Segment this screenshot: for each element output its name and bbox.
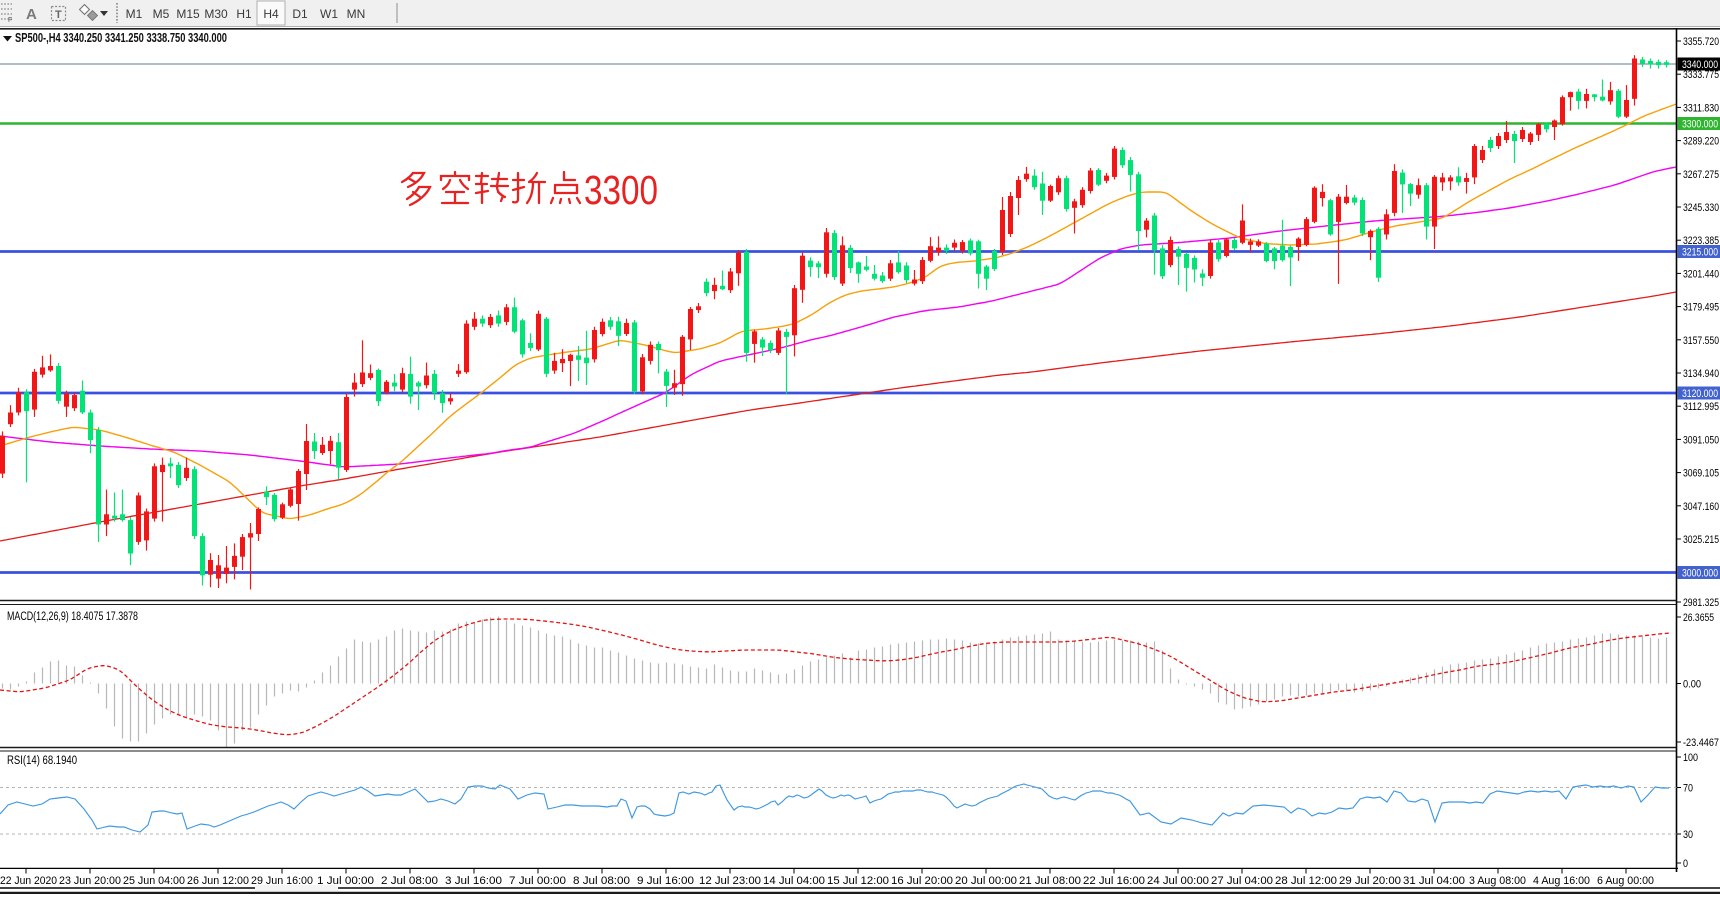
svg-text:3311.830: 3311.830 [1683,102,1719,114]
svg-text:3267.275: 3267.275 [1683,169,1719,181]
svg-text:3134.940: 3134.940 [1683,368,1719,380]
svg-text:26 Jun 12:00: 26 Jun 12:00 [187,875,249,887]
svg-text:3025.215: 3025.215 [1683,534,1719,546]
svg-text:3215.000: 3215.000 [1682,247,1718,259]
svg-text:3245.330: 3245.330 [1683,202,1719,214]
svg-text:3112.995: 3112.995 [1683,401,1719,413]
svg-text:3300.000: 3300.000 [1682,119,1718,131]
svg-text:8 Jul 08:00: 8 Jul 08:00 [573,875,630,887]
svg-text:W1: W1 [320,7,338,21]
svg-text:3120.000: 3120.000 [1682,388,1718,400]
svg-text:3355.720: 3355.720 [1683,36,1719,48]
svg-text:29 Jul 20:00: 29 Jul 20:00 [1339,875,1401,887]
svg-text:3 Aug 08:00: 3 Aug 08:00 [1469,875,1526,887]
svg-text:3300: 3300 [584,167,658,213]
svg-text:6 Aug 00:00: 6 Aug 00:00 [1597,875,1654,887]
svg-text:3047.160: 3047.160 [1683,501,1719,513]
svg-text:15 Jul 12:00: 15 Jul 12:00 [827,875,889,887]
svg-text:D1: D1 [292,7,308,21]
svg-text:H4: H4 [263,7,279,21]
svg-text:22 Jul 16:00: 22 Jul 16:00 [1083,875,1145,887]
svg-text:M30: M30 [204,7,228,21]
svg-text:28 Jul 12:00: 28 Jul 12:00 [1275,875,1337,887]
svg-text:7 Jul 00:00: 7 Jul 00:00 [509,875,566,887]
svg-text:F: F [8,17,12,24]
svg-text:2981.325: 2981.325 [1683,597,1719,609]
svg-text:24 Jul 00:00: 24 Jul 00:00 [1147,875,1209,887]
svg-text:22 Jun 2020: 22 Jun 2020 [0,875,57,887]
svg-text:3179.495: 3179.495 [1683,302,1719,314]
svg-text:3201.440: 3201.440 [1683,268,1719,280]
svg-text:3 Jul 16:00: 3 Jul 16:00 [445,875,502,887]
svg-text:14 Jul 04:00: 14 Jul 04:00 [763,875,825,887]
svg-text:T: T [55,9,62,21]
svg-text:0.00: 0.00 [1683,679,1701,691]
svg-text:21 Jul 08:00: 21 Jul 08:00 [1019,875,1081,887]
svg-text:70: 70 [1683,783,1693,795]
svg-text:26.3655: 26.3655 [1683,612,1714,624]
svg-text:RSI(14) 68.1940: RSI(14) 68.1940 [7,755,77,767]
svg-text:3069.105: 3069.105 [1683,468,1719,480]
svg-text:23 Jun 20:00: 23 Jun 20:00 [59,875,121,887]
svg-text:MN: MN [347,7,366,21]
svg-text:3289.220: 3289.220 [1683,136,1719,148]
svg-text:25 Jun 04:00: 25 Jun 04:00 [123,875,185,887]
svg-text:27 Jul 04:00: 27 Jul 04:00 [1211,875,1273,887]
svg-text:3091.050: 3091.050 [1683,434,1719,446]
svg-text:9 Jul 16:00: 9 Jul 16:00 [637,875,694,887]
svg-text:2 Jul 08:00: 2 Jul 08:00 [381,875,438,887]
svg-text:4 Aug 16:00: 4 Aug 16:00 [1533,875,1590,887]
svg-text:30: 30 [1683,829,1693,841]
svg-text:3333.775: 3333.775 [1683,69,1719,81]
svg-text:31 Jul 04:00: 31 Jul 04:00 [1403,875,1465,887]
svg-text:-23.4467: -23.4467 [1683,737,1719,749]
svg-text:20 Jul 00:00: 20 Jul 00:00 [955,875,1017,887]
svg-text:12 Jul 23:00: 12 Jul 23:00 [699,875,761,887]
svg-text:H1: H1 [236,7,252,21]
svg-text:100: 100 [1683,752,1698,764]
svg-text:SP500-,H4 3340.250 3341.250 3: SP500-,H4 3340.250 3341.250 3338.750 334… [15,31,227,45]
svg-text:16 Jul 20:00: 16 Jul 20:00 [891,875,953,887]
svg-text:3157.550: 3157.550 [1683,335,1719,347]
svg-text:M1: M1 [126,7,143,21]
svg-text:3000.000: 3000.000 [1682,568,1718,580]
svg-text:A: A [26,6,37,23]
svg-text:0: 0 [1683,858,1688,870]
svg-text:M15: M15 [176,7,200,21]
svg-text:MACD(12,26,9) 18.4075 17.3878: MACD(12,26,9) 18.4075 17.3878 [7,611,138,623]
svg-text:M5: M5 [153,7,170,21]
